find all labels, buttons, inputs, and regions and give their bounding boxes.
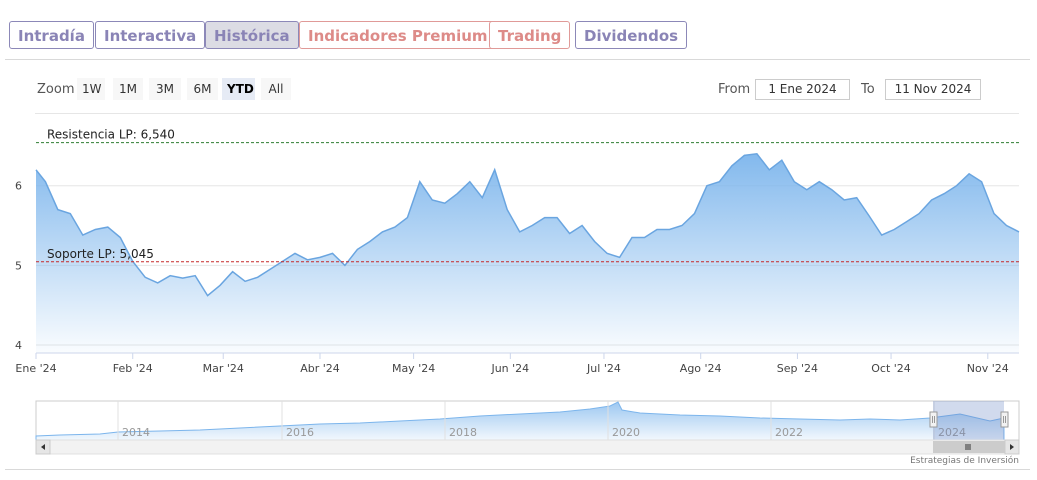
resistance-label: Resistencia LP: 6,540 [47, 128, 175, 142]
range-from-input[interactable]: 1 Ene 2024 [755, 79, 850, 100]
zoom-1w-button[interactable]: 1W [77, 78, 105, 100]
navigator-year-label: 2022 [775, 426, 803, 439]
navigator-series [35, 401, 1005, 441]
range-to-input[interactable]: 11 Nov 2024 [885, 79, 981, 100]
navigator-year-label: 2020 [612, 426, 640, 439]
bottom-divider [5, 469, 1030, 470]
navigator-right-handle[interactable] [1000, 411, 1009, 428]
zoom-1m-button[interactable]: 1M [113, 78, 143, 100]
navigator-selection[interactable] [933, 401, 1004, 440]
x-axis: Ene '24 Feb '24 Mar '24 Abr '24 May '24 Jun '… [15, 353, 1009, 375]
scroll-left-arrow[interactable] [35, 439, 51, 455]
x-tick-label: Mar '24 [203, 362, 244, 375]
tab-intradia[interactable]: Intradía [9, 21, 94, 49]
navigator-left-handle[interactable] [929, 411, 938, 428]
navigator-year-label: 2018 [449, 426, 477, 439]
support-label: Soporte LP: 5,045 [47, 247, 154, 261]
x-tick-label: Ene '24 [15, 362, 56, 375]
tab-dividendos[interactable]: Dividendos [575, 21, 688, 49]
zoom-label: Zoom [37, 82, 75, 97]
price-area [36, 153, 1019, 353]
plot-top-divider [35, 113, 1019, 114]
top-divider [5, 59, 1030, 60]
y-tick-label: 5 [15, 259, 22, 272]
y-axis: 4 5 6 [15, 180, 22, 352]
tab-trading[interactable]: Trading [489, 21, 571, 49]
x-tick-label: Feb '24 [113, 362, 153, 375]
navigator-year-label: 2016 [286, 426, 314, 439]
scrollbar-thumb[interactable] [933, 441, 1005, 453]
tab-historica[interactable]: Histórica [205, 21, 299, 49]
x-tick-label: Oct '24 [871, 362, 911, 375]
price-series-line [35, 153, 1020, 297]
x-tick-label: Jun '24 [490, 362, 529, 375]
x-tick-label: Abr '24 [300, 362, 340, 375]
tab-interactiva[interactable]: Interactiva [95, 21, 206, 49]
scroll-right-arrow[interactable] [1004, 439, 1020, 455]
range-from-label: From [718, 82, 751, 97]
zoom-ytd-button[interactable]: YTD [222, 78, 255, 100]
credit-text: Estrategias de Inversión [910, 456, 1019, 466]
x-tick-label: Nov '24 [967, 362, 1009, 375]
x-tick-label: May '24 [392, 362, 435, 375]
range-to-label: To [861, 82, 875, 97]
zoom-3m-button[interactable]: 3M [149, 78, 181, 100]
x-tick-label: Ago '24 [680, 362, 722, 375]
zoom-6m-button[interactable]: 6M [187, 78, 218, 100]
y-tick-label: 4 [15, 339, 22, 352]
y-tick-label: 6 [15, 180, 22, 193]
scrollbar-track[interactable] [35, 439, 1020, 455]
navigator-year-label: 2014 [122, 426, 150, 439]
x-tick-label: Jul '24 [586, 362, 621, 375]
zoom-all-button[interactable]: All [261, 78, 291, 100]
x-tick-label: Sep '24 [777, 362, 818, 375]
navigator-years: 2014 2016 2018 2020 2022 2024 [117, 401, 966, 440]
navigator-year-label: 2024 [938, 426, 966, 439]
tab-indicadores-premium[interactable]: Indicadores Premium [299, 21, 497, 49]
